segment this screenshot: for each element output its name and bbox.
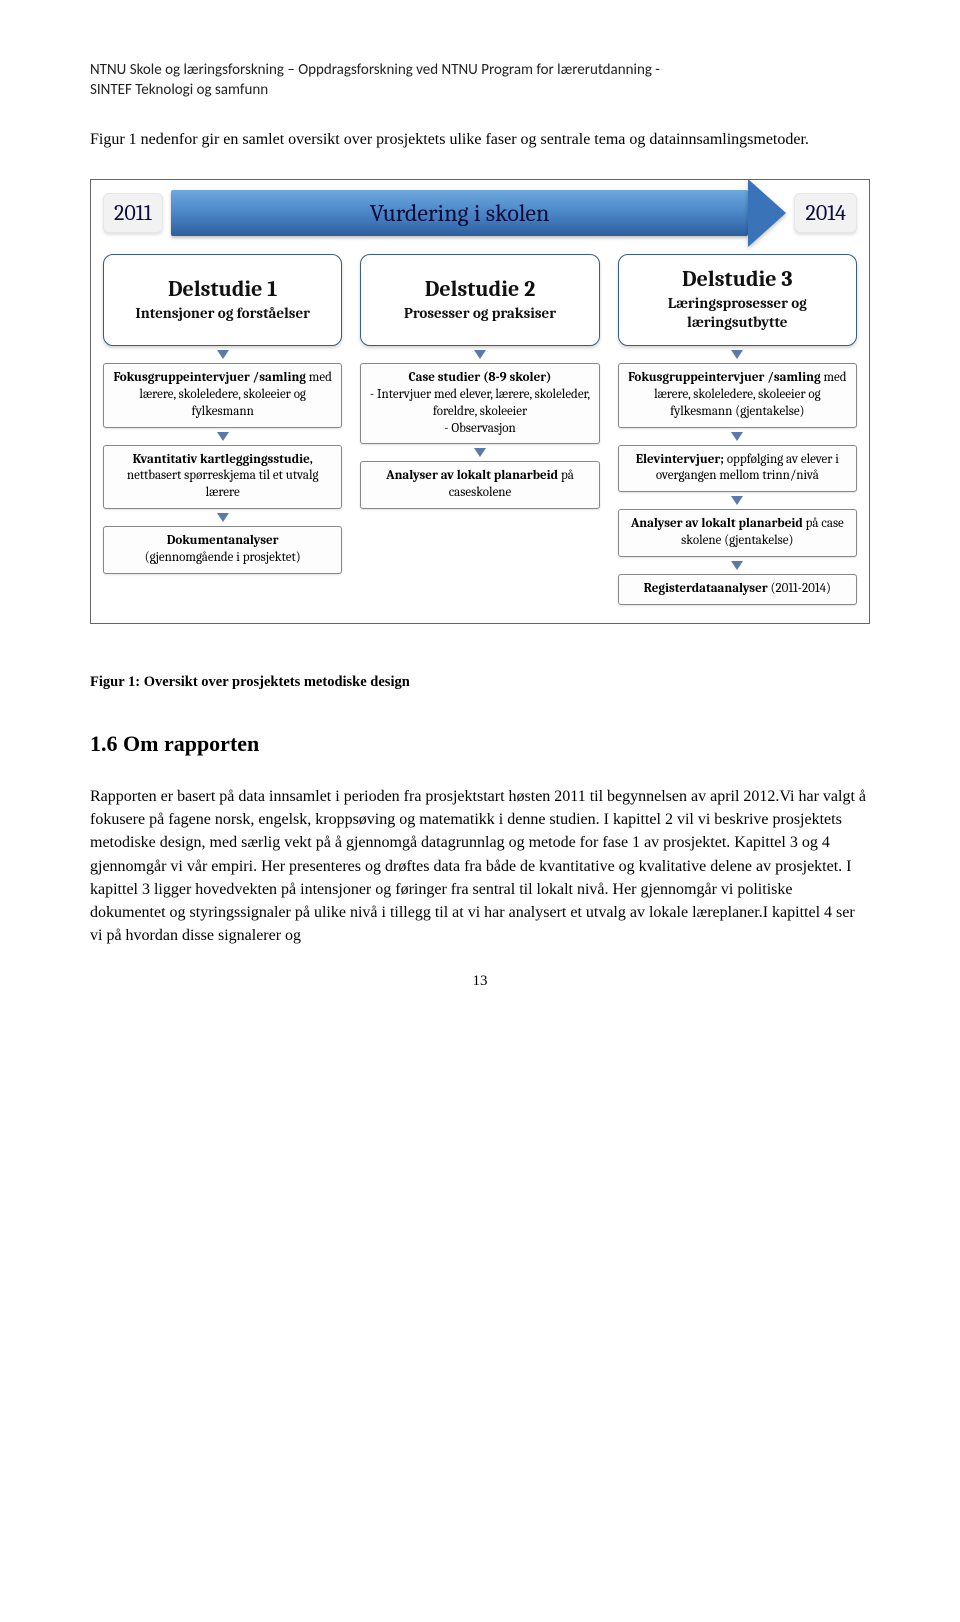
- section-heading: 1.6 Om rapporten: [90, 731, 870, 757]
- column-delstudie1: Delstudie 1 Intensjoner og forståelser F…: [103, 254, 342, 605]
- chevron-down-icon: [731, 432, 743, 441]
- col3-item-d: Registerdataanalyser (2011-2014): [618, 574, 857, 605]
- year-start: 2011: [103, 193, 163, 233]
- timeline-arrow-row: 2011 Vurdering i skolen 2014: [103, 190, 857, 236]
- col3-item-a: Fokusgruppeintervjuer /samling med lærer…: [618, 363, 857, 428]
- col1-item-c: Dokumentanalyser (gjennomgående i prosje…: [103, 526, 342, 574]
- delstudie1-box: Delstudie 1 Intensjoner og forståelser: [103, 254, 342, 346]
- chevron-down-icon: [474, 448, 486, 457]
- header-line1: NTNU Skole og læringsforskning – Oppdrag…: [90, 61, 660, 79]
- column-delstudie3: Delstudie 3 Læringsprosesser og læringsu…: [618, 254, 857, 605]
- diagram-container: 2011 Vurdering i skolen 2014 Delstudie 1…: [90, 179, 870, 624]
- col2-item-a: Case studier (8-9 skoler) - Intervjuer m…: [360, 363, 599, 445]
- column-delstudie2: Delstudie 2 Prosesser og praksiser Case …: [360, 254, 599, 605]
- col1-item-a: Fokusgruppeintervjuer /samling med lærer…: [103, 363, 342, 428]
- chevron-down-icon: [217, 513, 229, 522]
- figure-caption: Figur 1: Oversikt over prosjektets metod…: [90, 674, 870, 691]
- del1-title: Delstudie 1: [114, 276, 331, 302]
- del3-title: Delstudie 3: [629, 266, 846, 292]
- chevron-down-icon: [731, 496, 743, 505]
- col3-item-b: Elevintervjuer; oppfølging av elever i o…: [618, 445, 857, 493]
- chevron-down-icon: [731, 561, 743, 570]
- col3-item-c: Analyser av lokalt planarbeid på case sk…: [618, 509, 857, 557]
- page-number: 13: [90, 973, 870, 990]
- chevron-down-icon: [217, 350, 229, 359]
- del2-title: Delstudie 2: [371, 276, 588, 302]
- year-end: 2014: [794, 193, 857, 233]
- del3-subtitle: Læringsprosesser og læringsutbytte: [629, 294, 846, 332]
- timeline-arrow: Vurdering i skolen: [171, 190, 787, 236]
- col1-item-b: Kvantitativ kartleggingsstudie, nettbase…: [103, 445, 342, 510]
- intro-paragraph: Figur 1 nedenfor gir en samlet oversikt …: [90, 129, 870, 151]
- body-paragraph: Rapporten er basert på data innsamlet i …: [90, 785, 870, 947]
- page-header: NTNU Skole og læringsforskning – Oppdrag…: [90, 60, 870, 101]
- chevron-down-icon: [731, 350, 743, 359]
- arrow-head-icon: [748, 179, 786, 247]
- col2-item-b: Analyser av lokalt planarbeid på casesko…: [360, 461, 599, 509]
- del1-subtitle: Intensjoner og forståelser: [114, 304, 331, 323]
- arrow-label: Vurdering i skolen: [370, 199, 550, 227]
- delstudie3-box: Delstudie 3 Læringsprosesser og læringsu…: [618, 254, 857, 346]
- delstudie2-box: Delstudie 2 Prosesser og praksiser: [360, 254, 599, 346]
- header-line2: SINTEF Teknologi og samfunn: [90, 81, 268, 99]
- chevron-down-icon: [217, 432, 229, 441]
- del2-subtitle: Prosesser og praksiser: [371, 304, 588, 323]
- chevron-down-icon: [474, 350, 486, 359]
